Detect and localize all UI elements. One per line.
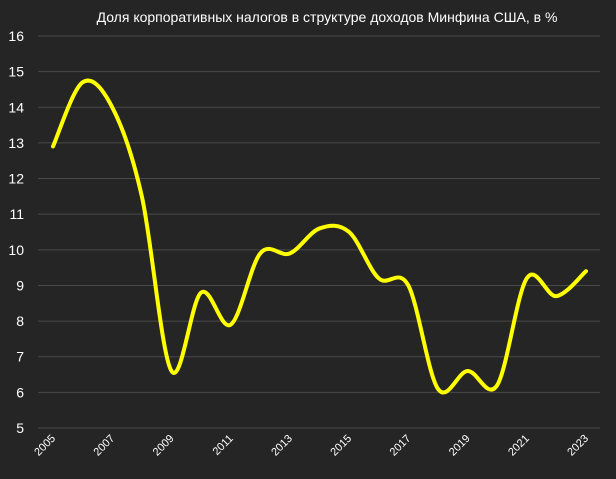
y-tick-label: 14: [8, 99, 24, 115]
y-tick-label: 8: [16, 313, 24, 329]
x-tick-label: 2011: [211, 433, 236, 458]
x-tick-label: 2023: [565, 433, 591, 459]
x-tick-label: 2021: [506, 433, 532, 459]
y-tick-label: 9: [16, 277, 24, 293]
y-tick-label: 13: [8, 135, 24, 151]
x-tick-label: 2015: [328, 433, 354, 459]
y-tick-label: 7: [16, 349, 24, 365]
x-tick-label: 2009: [151, 433, 177, 459]
series-layer: [51, 78, 588, 395]
y-tick-label: 11: [9, 206, 24, 222]
y-tick-label: 10: [8, 242, 24, 258]
y-tick-label: 15: [8, 64, 24, 80]
y-tick-label: 6: [16, 384, 24, 400]
y-tick-label: 12: [8, 171, 24, 187]
y-axis-ticks: 5 6 7 8 9 10 11 12 13 14 15 16: [8, 28, 24, 436]
x-tick-label: 2017: [388, 433, 414, 459]
chart-title: Доля корпоративных налогов в структуре д…: [97, 9, 558, 25]
x-tick-label: 2013: [269, 433, 295, 459]
x-axis-ticks: 2005 2007 2009 2011 2013 2015 2017 2019 2021 2023: [32, 433, 591, 459]
x-tick-label: 2007: [92, 433, 118, 459]
x-tick-label: 2019: [447, 433, 473, 459]
y-tick-label: 5: [16, 420, 24, 436]
grid-lines: [38, 35, 600, 429]
y-tick-label: 16: [8, 28, 24, 44]
x-tick-label: 2005: [32, 433, 58, 459]
series-line: [51, 78, 588, 395]
